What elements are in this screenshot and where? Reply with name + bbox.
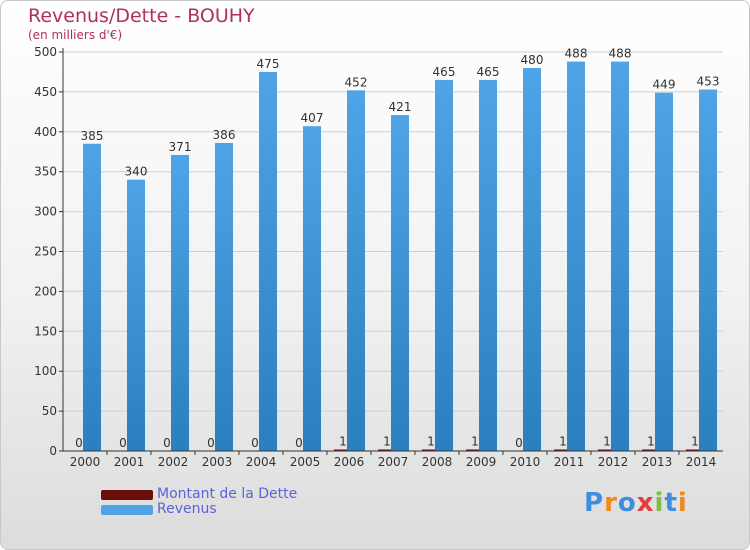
x-tick-label: 2008: [422, 455, 453, 469]
x-tick-label: 2014: [686, 455, 717, 469]
revenue-value-label: 480: [521, 53, 544, 67]
x-tick-label: 2007: [378, 455, 409, 469]
debt-bar: [598, 449, 616, 451]
debt-value-label: 0: [207, 436, 215, 450]
debt-bar: [642, 449, 660, 451]
revenue-value-label: 386: [213, 128, 236, 142]
x-tick-label: 2005: [290, 455, 321, 469]
revenue-value-label: 453: [697, 75, 720, 89]
chart-subtitle: (en milliers d'€): [28, 28, 123, 42]
debt-value-label: 0: [515, 436, 523, 450]
proxiti-logo: Proxiti: [584, 488, 688, 518]
legend-swatch-debt: [101, 490, 153, 500]
debt-value-label: 0: [75, 436, 83, 450]
y-tick-label: 500: [34, 45, 57, 59]
revenue-value-label: 488: [609, 47, 632, 61]
debt-value-label: 0: [119, 436, 127, 450]
revenue-bar: [259, 71, 277, 451]
debt-value-label: 1: [559, 435, 567, 449]
legend-swatch-revenue: [101, 505, 153, 515]
legend-label-revenue: Revenus: [157, 501, 217, 517]
debt-value-label: 1: [691, 435, 699, 449]
debt-value-label: 1: [427, 435, 435, 449]
debt-value-label: 1: [471, 435, 479, 449]
logo-letter: x: [636, 488, 655, 518]
revenue-bar: [127, 179, 145, 451]
debt-value-label: 0: [295, 436, 303, 450]
x-tick-label: 2000: [70, 455, 101, 469]
y-tick-label: 100: [34, 364, 57, 378]
x-tick-label: 2012: [598, 455, 629, 469]
debt-value-label: 1: [339, 435, 347, 449]
revenue-value-label: 465: [433, 65, 456, 79]
revenue-bar: [347, 90, 365, 451]
debt-value-label: 1: [647, 435, 655, 449]
revenue-value-label: 407: [301, 111, 324, 125]
y-tick-label: 50: [42, 404, 57, 418]
revenue-bar: [479, 79, 497, 452]
y-tick-label: 200: [34, 284, 57, 298]
revenue-value-label: 465: [477, 65, 500, 79]
revenue-value-label: 371: [169, 140, 192, 154]
x-tick-label: 2011: [554, 455, 585, 469]
y-tick-label: 450: [34, 85, 57, 99]
y-tick-label: 150: [34, 324, 57, 338]
x-tick-label: 2003: [202, 455, 233, 469]
logo-letter: i: [677, 488, 688, 518]
debt-bar: [554, 449, 572, 451]
revenue-value-label: 449: [653, 78, 676, 92]
debt-value-label: 0: [163, 436, 171, 450]
y-tick-label: 300: [34, 205, 57, 219]
debt-bar: [422, 449, 440, 451]
revenue-bar: [215, 142, 233, 452]
logo-letter: o: [617, 488, 637, 518]
x-tick-label: 2010: [510, 455, 541, 469]
revenue-bar: [435, 79, 453, 452]
debt-bar: [334, 449, 352, 451]
revenue-bar: [699, 89, 717, 452]
x-tick-label: 2004: [246, 455, 277, 469]
revenue-bar: [303, 126, 321, 452]
debt-bar: [378, 449, 396, 451]
chart-title: Revenus/Dette - BOUHY: [28, 5, 255, 27]
revenue-value-label: 385: [81, 129, 104, 143]
x-tick-label: 2013: [642, 455, 673, 469]
y-tick-label: 0: [49, 444, 57, 458]
debt-value-label: 1: [603, 435, 611, 449]
revenue-value-label: 340: [125, 165, 148, 179]
y-tick-label: 350: [34, 165, 57, 179]
revenue-bar: [171, 154, 189, 451]
debt-bar: [466, 449, 484, 451]
revenue-value-label: 475: [257, 57, 280, 71]
revenue-bar: [655, 92, 673, 451]
debt-bar: [686, 449, 704, 451]
revenue-bar: [523, 67, 541, 452]
y-tick-label: 400: [34, 125, 57, 139]
revenue-value-label: 488: [565, 47, 588, 61]
revenue-value-label: 421: [389, 100, 412, 114]
revenue-bar: [567, 61, 585, 452]
x-tick-label: 2006: [334, 455, 365, 469]
x-tick-label: 2001: [114, 455, 145, 469]
logo-letter: P: [584, 488, 605, 518]
legend-label-debt: Montant de la Dette: [157, 486, 298, 502]
revenue-bar: [611, 61, 629, 452]
logo-letter: i: [654, 488, 665, 518]
revenue-bar: [391, 115, 409, 452]
revenue-bar: [83, 143, 101, 451]
logo-letter: r: [604, 488, 618, 518]
revenue-value-label: 452: [345, 75, 368, 89]
y-tick-label: 250: [34, 245, 57, 259]
x-tick-label: 2009: [466, 455, 497, 469]
debt-value-label: 1: [383, 435, 391, 449]
debt-value-label: 0: [251, 436, 259, 450]
x-tick-label: 2002: [158, 455, 189, 469]
logo-letter: t: [664, 488, 678, 518]
